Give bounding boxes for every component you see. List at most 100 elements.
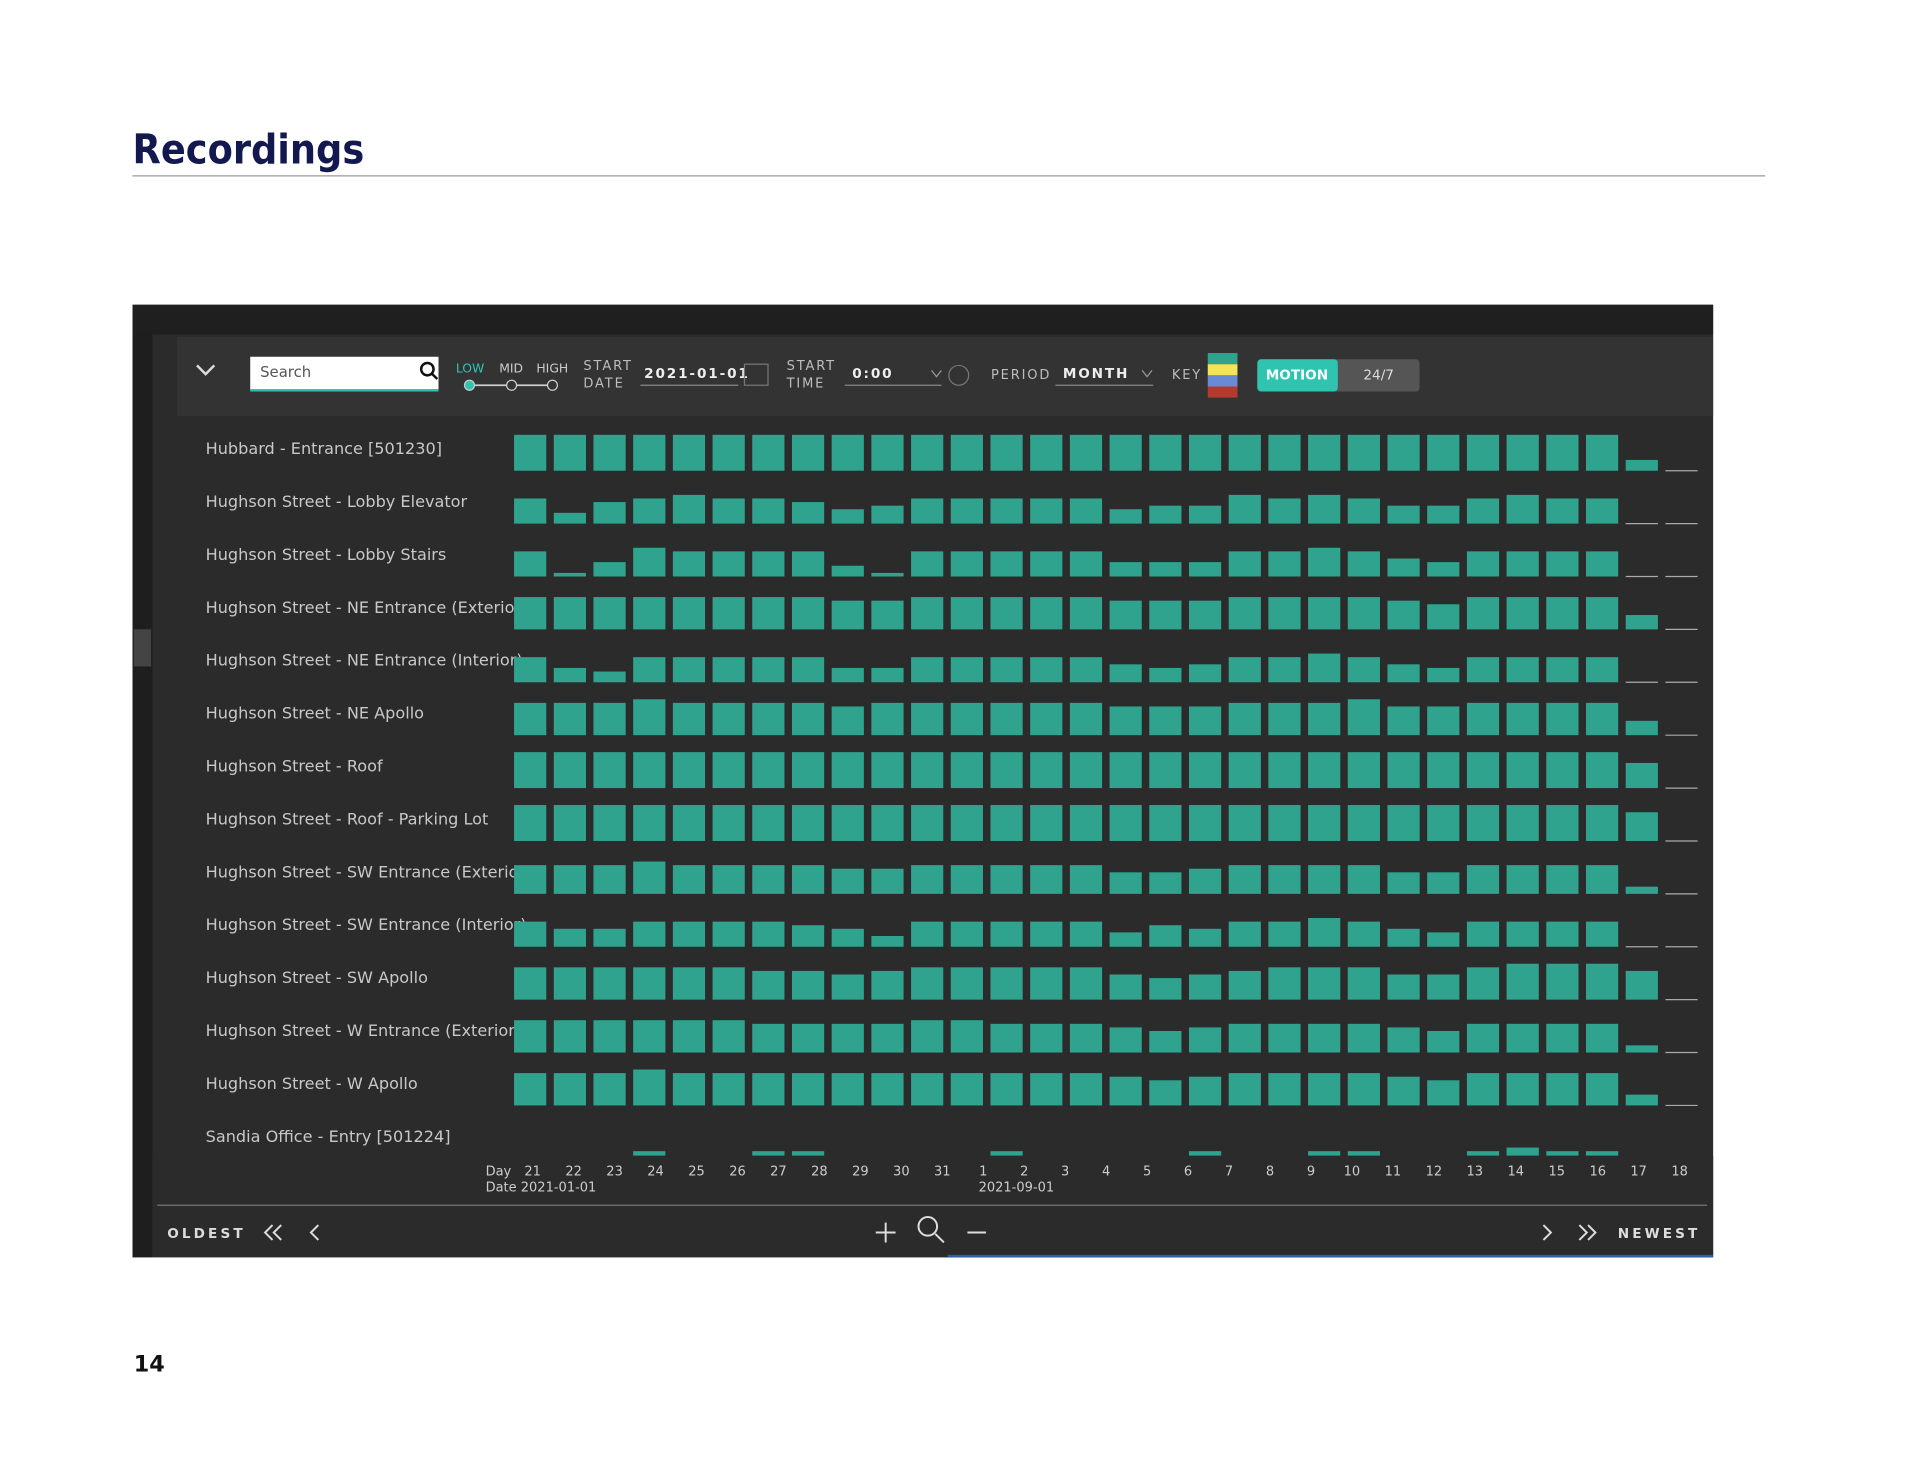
activity-bar (1387, 706, 1420, 736)
collapse-button[interactable] (196, 364, 216, 376)
period-label: PERIOD (991, 368, 1051, 383)
search-icon[interactable] (419, 361, 435, 377)
activity-bar (633, 498, 666, 524)
activity-bar (1585, 657, 1619, 683)
activity-bar (672, 597, 706, 630)
activity-bar (831, 600, 864, 630)
activity-bar (791, 502, 825, 524)
activity-bar (1188, 562, 1222, 577)
activity-bar (911, 1073, 944, 1106)
activity-bar (1625, 886, 1658, 894)
level-knob[interactable] (546, 379, 559, 391)
activity-bar (514, 865, 547, 894)
activity-bar (1466, 434, 1500, 471)
key-swatch (1207, 353, 1238, 365)
date-label: Date 2021-01-01 (486, 1180, 597, 1195)
activity-bar (950, 1020, 983, 1053)
activity-bar (871, 1073, 904, 1106)
activity-bar (514, 805, 547, 841)
activity-bar (1427, 1080, 1460, 1106)
activity-bar (1268, 434, 1301, 471)
start-date[interactable]: 2021-01-01 (644, 366, 750, 382)
activity-bar (950, 967, 983, 1000)
activity-bar (593, 702, 626, 736)
activity-bar (911, 752, 944, 789)
level-label: LOW (456, 362, 484, 376)
activity-bar (1347, 597, 1380, 630)
activity-bar (1109, 872, 1142, 894)
activity-bar (831, 868, 864, 894)
day-tick: 9 (1307, 1164, 1315, 1179)
day-tick: 31 (934, 1164, 951, 1179)
activity-bar (1387, 505, 1420, 524)
level-knob[interactable] (463, 379, 476, 391)
calendar-icon[interactable] (743, 363, 769, 386)
oldest-button[interactable]: OLDEST (167, 1226, 246, 1242)
activity-bar (1546, 865, 1579, 894)
activity-bar (752, 752, 785, 789)
next-button[interactable] (1542, 1224, 1553, 1241)
activity-bar (672, 752, 706, 789)
day-tick: 15 (1548, 1164, 1565, 1179)
activity-bar (553, 1020, 586, 1053)
activity-bar (593, 805, 626, 841)
activity-bar (1308, 967, 1341, 1000)
activity-bar (1030, 921, 1063, 947)
activity-bar (1347, 752, 1380, 789)
activity-bar (831, 1073, 864, 1106)
activity-bar (791, 865, 825, 894)
first-button[interactable] (263, 1224, 282, 1241)
activity-bar (791, 702, 825, 736)
period-dropdown[interactable] (1141, 370, 1153, 378)
zoom-in[interactable] (875, 1222, 896, 1243)
prev-button[interactable] (309, 1224, 320, 1241)
search-box[interactable] (250, 356, 439, 391)
activity-bar (1466, 752, 1500, 789)
mode-active[interactable] (1257, 359, 1338, 392)
activity-bar (553, 572, 586, 577)
activity-bar (514, 752, 547, 789)
activity-bar (1546, 752, 1579, 789)
activity-bar (1387, 752, 1420, 789)
zoom-icon[interactable] (917, 1216, 939, 1237)
start-time[interactable]: 0:00 (852, 366, 893, 382)
activity-bar (1109, 805, 1142, 841)
camera-name: Hughson Street - Lobby Stairs (206, 545, 447, 564)
activity-bar (911, 1020, 944, 1053)
activity-bar (1188, 805, 1222, 841)
start-date-label: START (583, 359, 632, 374)
last-button[interactable] (1578, 1224, 1597, 1241)
activity-bar (593, 1020, 626, 1053)
activity-bar (712, 967, 745, 1000)
activity-bar (990, 434, 1023, 471)
activity-bar (1347, 1023, 1380, 1053)
activity-bar (950, 702, 983, 736)
activity-bar (950, 498, 983, 524)
level-knob[interactable] (506, 379, 518, 391)
activity-bar (1149, 752, 1182, 789)
activity-bar (1069, 967, 1103, 1000)
activity-bar (1466, 498, 1500, 524)
day-tick: 26 (729, 1164, 746, 1179)
activity-bar (990, 498, 1023, 524)
activity-bar (871, 970, 904, 1000)
activity-bar (1228, 805, 1261, 841)
mode-label: MOTION (1266, 367, 1328, 383)
newest-button[interactable]: NEWEST (1618, 1226, 1701, 1242)
day-label: Day (486, 1164, 512, 1179)
start-time-label: START (787, 359, 836, 374)
period[interactable]: MONTH (1063, 366, 1129, 382)
activity-bar (1427, 505, 1460, 524)
activity-bar (1308, 494, 1341, 524)
activity-bar (1228, 597, 1261, 630)
time-dropdown[interactable] (931, 370, 942, 378)
activity-bar (672, 1020, 706, 1053)
search-placeholder: Search (260, 363, 311, 381)
activity-bar (1308, 865, 1341, 894)
clock-icon[interactable] (948, 364, 970, 386)
camera-name: Hughson Street - W Apollo (206, 1074, 418, 1093)
activity-bar (1466, 921, 1500, 947)
activity-bar (593, 967, 626, 1000)
activity-bar (1069, 1073, 1103, 1106)
